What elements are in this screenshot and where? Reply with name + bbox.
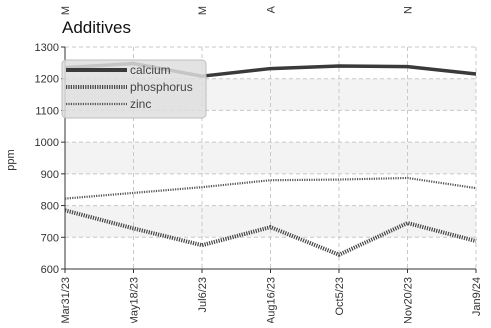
y-tick-label: 1300 <box>35 42 59 54</box>
axes: 600 700 800 900 1000 1100 1200 1300 Mar31/23 May1… <box>35 42 483 325</box>
y-axis-label: ppm <box>5 149 17 170</box>
y-tick-label: 1000 <box>35 137 59 149</box>
legend-label-calcium: calcium <box>130 63 171 77</box>
y-tick-label: 1100 <box>35 105 59 117</box>
x-tick-label: Jul6/23 <box>197 277 209 312</box>
series-line-phosphorus <box>64 208 477 257</box>
top-clipped-label: M <box>197 6 209 15</box>
y-tick-label: 900 <box>41 169 59 181</box>
x-tick-label: Jan9/24 <box>471 277 483 316</box>
x-tick-label: Mar31/23 <box>60 277 72 323</box>
x-tick-label: May18/23 <box>129 277 141 323</box>
x-tick-label: Aug16/23 <box>266 277 278 323</box>
legend-label-zinc: zinc <box>130 97 151 111</box>
top-clipped-label: N <box>403 6 415 14</box>
legend: calcium phosphorus zinc <box>61 59 207 119</box>
chart-title: Additives <box>62 18 131 37</box>
x-tick-label: Oct5/23 <box>334 277 346 316</box>
legend-label-phosphorus: phosphorus <box>130 80 193 94</box>
top-clipped-label: M <box>60 6 72 15</box>
y-tick-label: 1200 <box>35 74 59 86</box>
y-tick-label: 700 <box>41 232 59 244</box>
x-tick-label: Nov20/23 <box>403 277 415 323</box>
y-tick-label: 800 <box>41 201 59 213</box>
series-line-zinc <box>64 176 477 200</box>
top-clipped-label: A <box>266 5 278 13</box>
y-tick-label: 600 <box>41 264 59 276</box>
